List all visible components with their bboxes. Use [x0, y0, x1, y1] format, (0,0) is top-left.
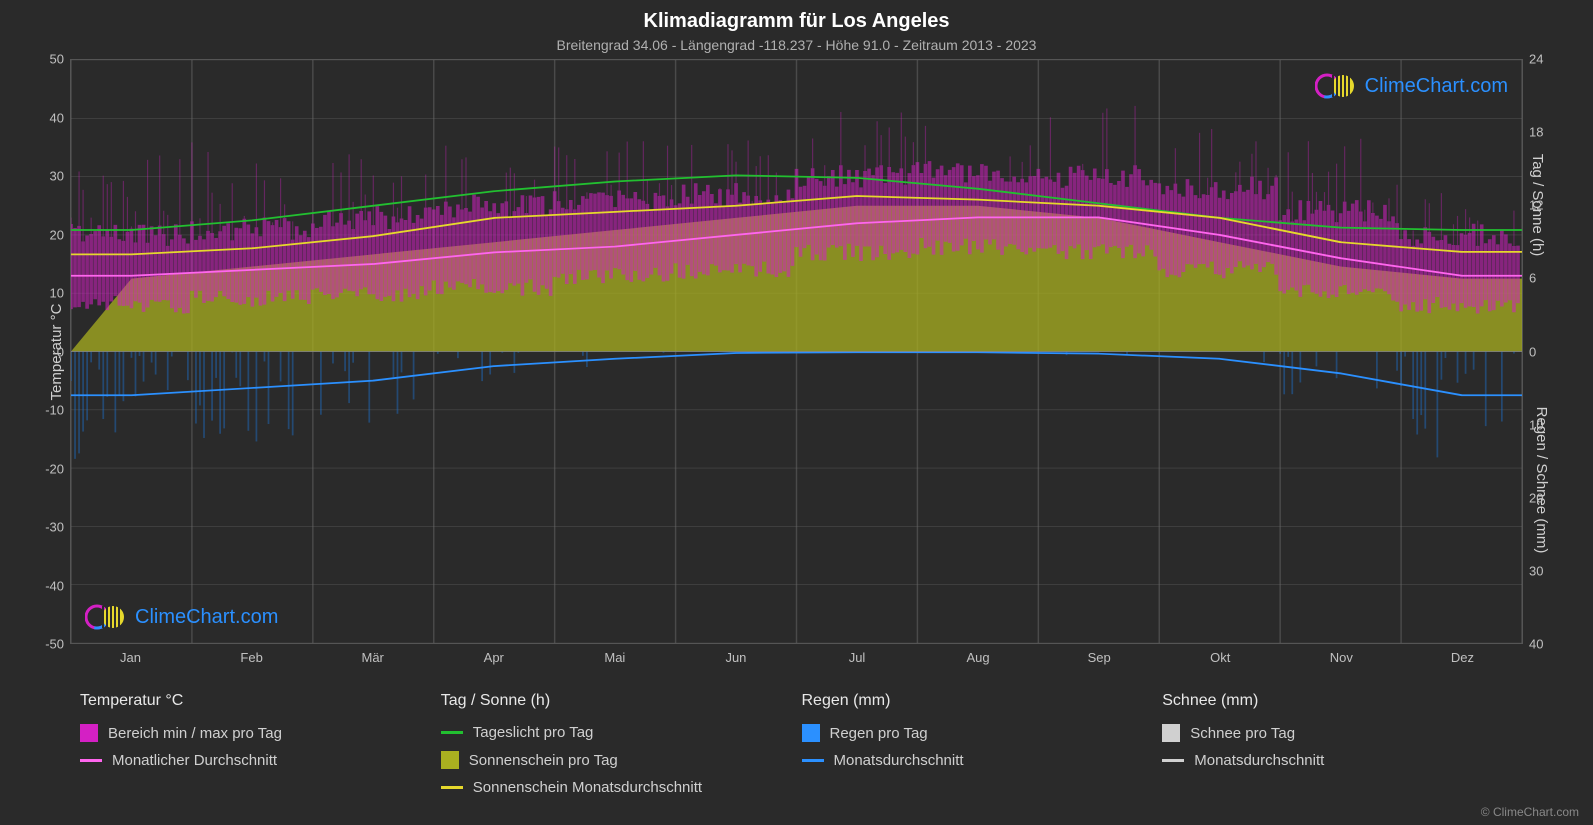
y-right-bottom-tick: 30	[1529, 563, 1543, 578]
x-tick: Dez	[1402, 644, 1523, 674]
legend-label: Bereich min / max pro Tag	[108, 725, 282, 742]
y-axis-left: Temperatur °C 50403020100-10-20-30-40-50	[0, 59, 70, 644]
legend-item: Bereich min / max pro Tag	[80, 724, 431, 742]
climechart-logo-icon	[1315, 72, 1359, 100]
legend-label: Sonnenschein pro Tag	[469, 752, 618, 769]
legend-column: Tag / Sonne (h) Tageslicht pro Tag Sonnens…	[441, 692, 792, 806]
x-tick: Mai	[554, 644, 675, 674]
y-left-tick: -30	[45, 520, 64, 535]
legend-item: Sonnenschein pro Tag	[441, 751, 792, 769]
plot-area: ClimeChart.com ClimeChart.com	[70, 59, 1523, 644]
chart-subtitle: Breitengrad 34.06 - Längengrad -118.237 …	[0, 37, 1593, 53]
y-left-tick: 10	[50, 286, 64, 301]
y-left-tick: -50	[45, 637, 64, 652]
watermark-text: ClimeChart.com	[1365, 75, 1508, 98]
x-tick: Nov	[1281, 644, 1402, 674]
y-left-tick: -40	[45, 578, 64, 593]
x-tick: Jul	[796, 644, 917, 674]
legend-item: Tageslicht pro Tag	[441, 724, 792, 741]
y-right-top-tick: 24	[1529, 52, 1543, 67]
legend-label: Schnee pro Tag	[1190, 725, 1295, 742]
legend-swatch	[80, 759, 102, 762]
legend-swatch	[1162, 724, 1180, 742]
y-right-top-tick: 0	[1529, 344, 1536, 359]
x-tick: Sep	[1039, 644, 1160, 674]
legend-item: Monatsdurchschnitt	[802, 752, 1153, 769]
watermark-top: ClimeChart.com	[1315, 72, 1508, 100]
legend-swatch	[441, 751, 459, 769]
x-tick: Jan	[70, 644, 191, 674]
plot-row: Temperatur °C 50403020100-10-20-30-40-50…	[0, 59, 1593, 644]
x-tick: Apr	[433, 644, 554, 674]
legend-swatch	[80, 724, 98, 742]
legend-label: Monatsdurchschnitt	[1194, 752, 1324, 769]
y-right-top-tick: 18	[1529, 125, 1543, 140]
chart-title: Klimadiagramm für Los Angeles	[0, 10, 1593, 33]
legend-heading: Tag / Sonne (h)	[441, 692, 792, 710]
y-left-tick: 0	[57, 344, 64, 359]
legend-swatch	[802, 759, 824, 762]
y-right-top-tick: 12	[1529, 198, 1543, 213]
y-axis-right: Tag / Sonne (h) Regen / Schnee (mm) 2418…	[1523, 59, 1593, 644]
chart-titles: Klimadiagramm für Los Angeles Breitengra…	[0, 0, 1593, 59]
legend-label: Regen pro Tag	[830, 725, 928, 742]
x-tick: Okt	[1160, 644, 1281, 674]
legend-heading: Regen (mm)	[802, 692, 1153, 710]
legend-swatch	[802, 724, 820, 742]
y-left-tick: -10	[45, 403, 64, 418]
y-left-tick: 40	[50, 110, 64, 125]
legend-item: Sonnenschein Monatsdurchschnitt	[441, 779, 792, 796]
legend-item: Monatlicher Durchschnitt	[80, 752, 431, 769]
legend-heading: Schnee (mm)	[1162, 692, 1513, 710]
legend-swatch	[441, 786, 463, 789]
x-tick: Mär	[312, 644, 433, 674]
climechart-logo-icon	[85, 603, 129, 631]
watermark-text: ClimeChart.com	[135, 606, 278, 629]
legend: Temperatur °C Bereich min / max pro Tag Mo…	[0, 674, 1593, 806]
x-tick: Feb	[191, 644, 312, 674]
x-axis: JanFebMärAprMaiJunJulAugSepOktNovDez	[0, 644, 1593, 674]
y-left-tick: -20	[45, 461, 64, 476]
watermark-bottom: ClimeChart.com	[85, 603, 278, 631]
y-right-bottom-tick: 10	[1529, 417, 1543, 432]
y-right-bottom-tick: 20	[1529, 490, 1543, 505]
legend-item: Regen pro Tag	[802, 724, 1153, 742]
y-right-bottom-tick: 40	[1529, 637, 1543, 652]
legend-column: Schnee (mm) Schnee pro Tag Monatsdurchschn…	[1162, 692, 1513, 806]
x-tick: Jun	[675, 644, 796, 674]
legend-column: Temperatur °C Bereich min / max pro Tag Mo…	[80, 692, 431, 806]
plot-svg	[71, 60, 1522, 643]
copyright: © ClimeChart.com	[1481, 805, 1579, 819]
y-left-tick: 50	[50, 52, 64, 67]
legend-item: Schnee pro Tag	[1162, 724, 1513, 742]
y-left-tick: 20	[50, 227, 64, 242]
legend-swatch	[441, 731, 463, 734]
legend-heading: Temperatur °C	[80, 692, 431, 710]
legend-label: Monatsdurchschnitt	[834, 752, 964, 769]
y-left-tick: 30	[50, 169, 64, 184]
x-tick: Aug	[918, 644, 1039, 674]
climate-chart: Klimadiagramm für Los Angeles Breitengra…	[0, 0, 1593, 825]
y-right-top-tick: 6	[1529, 271, 1536, 286]
legend-label: Sonnenschein Monatsdurchschnitt	[473, 779, 702, 796]
legend-label: Tageslicht pro Tag	[473, 724, 594, 741]
legend-column: Regen (mm) Regen pro Tag Monatsdurchschnit…	[802, 692, 1153, 806]
legend-swatch	[1162, 759, 1184, 762]
legend-label: Monatlicher Durchschnitt	[112, 752, 277, 769]
legend-item: Monatsdurchschnitt	[1162, 752, 1513, 769]
